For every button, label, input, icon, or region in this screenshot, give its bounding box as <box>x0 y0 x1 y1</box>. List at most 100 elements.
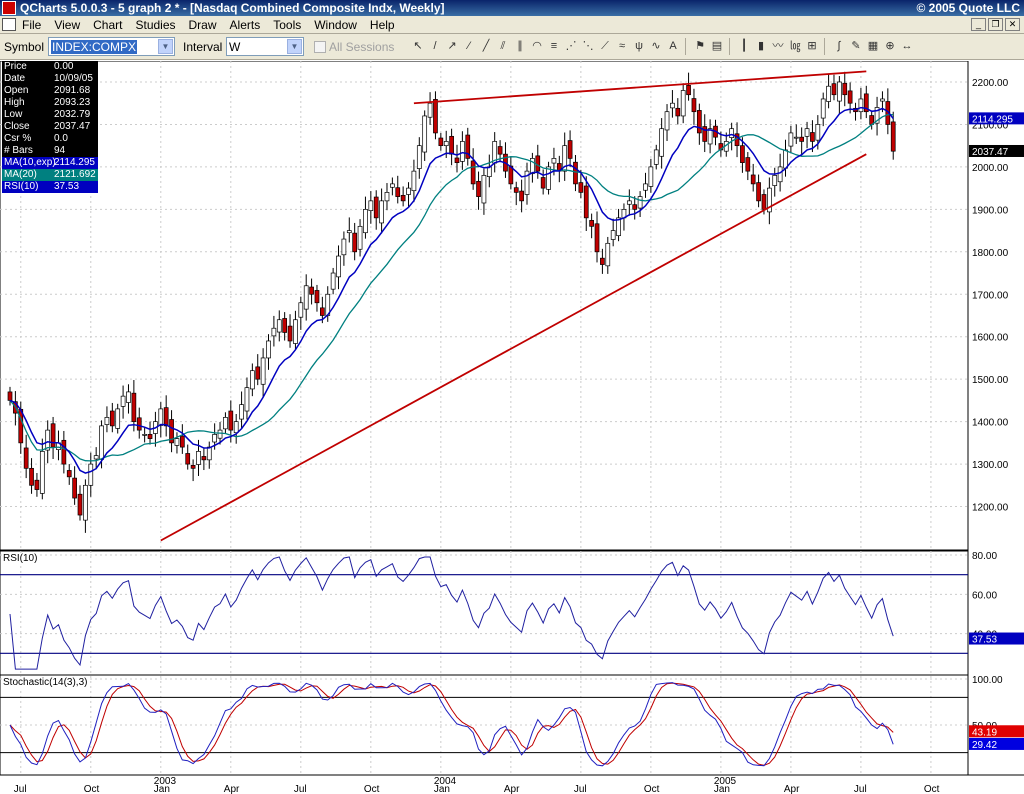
candle <box>212 434 217 443</box>
interval-combobox[interactable]: W ▼ <box>226 37 304 56</box>
cycle-icon[interactable]: ∿ <box>651 40 661 52</box>
app-icon[interactable] <box>2 1 16 15</box>
candle <box>524 170 530 195</box>
menu-tools[interactable]: Tools <box>273 18 302 32</box>
candle <box>320 307 325 316</box>
close-icon[interactable]: ✕ <box>1005 18 1020 31</box>
restore-icon[interactable]: ❐ <box>988 18 1003 31</box>
candle <box>481 175 487 204</box>
candle <box>368 200 374 211</box>
parallel-icon[interactable]: ∥ <box>517 40 523 52</box>
candle <box>185 453 191 465</box>
document-icon[interactable] <box>2 18 16 31</box>
bar-icon[interactable]: ┃ <box>740 40 748 52</box>
chevron-down-icon[interactable]: ▼ <box>287 39 302 54</box>
x-tick-label: Jan <box>434 784 450 794</box>
menu-draw[interactable]: Draw <box>188 18 217 32</box>
candle <box>217 429 223 439</box>
candle <box>99 425 104 460</box>
layout-icon[interactable]: ▦ <box>867 40 879 52</box>
log-scale-icon[interactable]: ㏒ <box>789 40 801 52</box>
menu-help[interactable]: Help <box>369 18 395 32</box>
info-low: Low 2032.79 <box>4 109 91 120</box>
candle <box>228 410 234 431</box>
candle <box>842 82 848 96</box>
ma20-line <box>9 114 894 462</box>
menu-studies[interactable]: Studies <box>135 18 176 32</box>
x-tick-label: Apr <box>504 784 520 794</box>
chart-canvas[interactable]: 1200.00 1300.00 1400.00 1500.00 1600.00 1700.… <box>0 61 1024 794</box>
menu-view[interactable]: View <box>54 18 81 32</box>
window-controls: _ ❐ ✕ <box>969 18 1020 31</box>
x-tick-label: Apr <box>784 784 800 794</box>
y-tick-label: 100.00 <box>972 675 1003 686</box>
y-tick-label: 1300.00 <box>972 460 1009 471</box>
interval-value[interactable]: W <box>229 40 241 54</box>
info-ma10: MA(10,exp) 2114.295 <box>2 157 98 169</box>
candle <box>83 484 88 521</box>
candle <box>783 149 788 169</box>
draw-icon[interactable]: ✎ <box>851 40 861 52</box>
candle <box>411 170 417 192</box>
candle <box>131 392 137 422</box>
candle <box>45 429 51 451</box>
line-icon[interactable]: / <box>433 40 437 52</box>
properties-icon[interactable]: ▤ <box>711 40 723 52</box>
extended-line-icon[interactable]: ⁄ <box>468 40 470 52</box>
trendline <box>413 70 867 105</box>
candle <box>874 107 880 124</box>
trendline <box>160 153 867 542</box>
candle <box>276 319 282 333</box>
menu-window[interactable]: Window <box>314 18 357 32</box>
fibonacci-fan-icon[interactable]: ⋰ <box>565 40 577 52</box>
candle <box>196 451 201 465</box>
candle <box>589 220 594 227</box>
candle <box>61 439 67 465</box>
fibonacci-arcs-icon[interactable]: ◠ <box>532 40 542 52</box>
menu-file[interactable]: File <box>22 18 42 32</box>
candle <box>858 98 864 113</box>
andrews-pitchfork-icon[interactable]: ψ <box>635 40 643 52</box>
candle <box>680 90 686 117</box>
last-value-label: 2037.47 <box>972 147 1009 158</box>
toolbar-separator <box>824 38 830 55</box>
ray-icon[interactable]: ↗ <box>447 40 457 52</box>
candle <box>454 157 460 163</box>
pointer-icon[interactable]: ↖ <box>413 40 423 52</box>
minimize-icon[interactable]: _ <box>971 18 986 31</box>
candle-icon[interactable]: ▮ <box>757 40 765 52</box>
x-tick-label: Oct <box>644 784 660 794</box>
zoom-icon[interactable]: ⊕ <box>885 40 895 52</box>
last-value-label: 2114.295 <box>972 114 1013 125</box>
channel-icon[interactable]: ⫽ <box>500 40 506 52</box>
candle <box>670 102 675 109</box>
candle <box>438 137 444 147</box>
candle <box>643 183 648 191</box>
symbol-combobox[interactable]: INDEX:COMPX ▼ <box>48 37 175 56</box>
candle <box>136 417 142 431</box>
trendline-icon[interactable]: ╱ <box>482 40 490 52</box>
alert-icon[interactable]: ⚑ <box>695 40 705 52</box>
toolbar: Symbol INDEX:COMPX ▼ Interval W ▼ All Se… <box>0 34 1024 60</box>
x-tick-label: 2005 <box>714 776 737 787</box>
menu-chart[interactable]: Chart <box>93 18 123 32</box>
candle <box>352 232 358 253</box>
gann-fan-icon[interactable]: ⋱ <box>582 40 594 52</box>
regression-icon[interactable]: ≈ <box>618 40 626 52</box>
candle <box>675 107 681 117</box>
fibonacci-retracement-icon[interactable]: ≡ <box>550 40 558 52</box>
indicator-icon[interactable]: ∫ <box>837 40 841 52</box>
split-icon[interactable]: ⊞ <box>807 40 817 52</box>
candle <box>449 135 454 155</box>
chevron-down-icon[interactable]: ▼ <box>158 39 173 54</box>
scroll-icon[interactable]: ↔ <box>901 40 913 52</box>
symbol-value[interactable]: INDEX:COMPX <box>51 40 138 54</box>
speed-lines-icon[interactable]: ⟋ <box>601 40 609 52</box>
text-icon[interactable]: A <box>669 40 677 52</box>
menu-alerts[interactable]: Alerts <box>229 18 261 32</box>
candle <box>740 145 745 163</box>
all-sessions-checkbox[interactable] <box>314 41 326 53</box>
chart-area[interactable]: 1200.00 1300.00 1400.00 1500.00 1600.00 1700.… <box>0 61 1024 794</box>
line-chart-icon[interactable]: 〰 <box>772 40 784 52</box>
stochastic-last-label: 29.42 <box>972 740 997 751</box>
